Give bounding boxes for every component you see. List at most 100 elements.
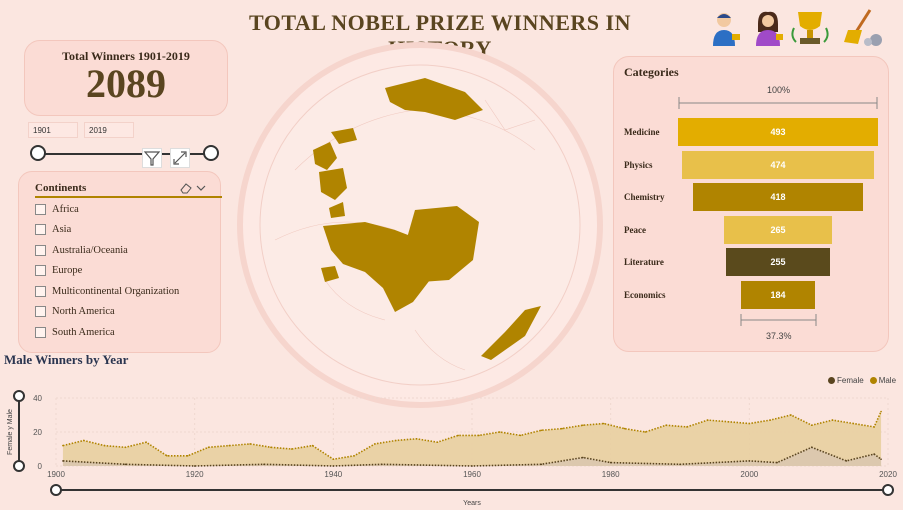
continent-item-africa[interactable]: Africa <box>35 200 79 218</box>
start-year-input[interactable]: 1901 <box>28 122 78 138</box>
continents-title: Continents <box>35 182 87 194</box>
x-range-slider-end-handle[interactable] <box>882 484 894 496</box>
category-bar-medicine[interactable]: 493 <box>678 118 878 146</box>
x-tick-label: 2020 <box>879 470 897 479</box>
japan-region[interactable] <box>481 306 541 360</box>
category-label-medicine: Medicine <box>624 127 660 137</box>
focus-mode-button[interactable] <box>170 148 190 168</box>
slicer-toolbar <box>180 183 206 194</box>
data-point-female <box>540 463 543 466</box>
filter-button[interactable] <box>142 148 162 168</box>
eastern-europe-region[interactable] <box>329 202 345 218</box>
russia-region[interactable] <box>385 78 483 120</box>
data-point-male <box>103 444 106 447</box>
africa-region[interactable] <box>321 266 339 282</box>
data-point-male <box>415 438 418 440</box>
scandinavia-region[interactable] <box>313 142 337 170</box>
continent-label: South America <box>52 326 115 338</box>
category-label-economics: Economics <box>624 289 666 300</box>
categories-title: Categories <box>624 65 679 79</box>
y-range-slider-bottom-handle[interactable] <box>13 460 25 472</box>
data-point-male <box>873 426 875 428</box>
data-point-male <box>249 443 251 445</box>
data-point-male <box>332 458 335 460</box>
data-point-male <box>852 422 855 425</box>
data-point-male <box>124 446 127 449</box>
data-point-male <box>519 434 522 437</box>
checkbox[interactable] <box>35 244 46 256</box>
data-point-male <box>769 419 771 421</box>
data-point-male <box>748 422 751 425</box>
legend-female[interactable]: Female <box>828 376 864 385</box>
y-tick-label: 20 <box>33 428 42 437</box>
funnel-bottom-percent: 37.3% <box>766 331 792 341</box>
data-point-female <box>873 453 875 455</box>
x-range-slider-start-handle[interactable] <box>50 484 62 496</box>
year-range-slider-track[interactable] <box>38 153 213 155</box>
data-point-male <box>62 444 64 447</box>
continent-item-australia-oceania[interactable]: Australia/Oceania <box>35 241 128 259</box>
data-point-female <box>880 458 882 460</box>
x-tick-label: 1900 <box>47 470 65 479</box>
data-point-male <box>207 446 210 449</box>
south-asia-middle-east-region[interactable] <box>323 222 433 312</box>
checkbox[interactable] <box>35 223 46 235</box>
data-point-male <box>561 427 563 430</box>
x-tick-label: 1960 <box>463 470 481 479</box>
winners-line-chart[interactable]: 0 20 40 1900 1920 1940 1960 1980 2000 2020 Female … <box>0 386 903 510</box>
y-range-slider-top-handle[interactable] <box>13 390 25 402</box>
legend-male[interactable]: Male <box>869 376 897 385</box>
china-region[interactable] <box>403 206 479 282</box>
data-point-female <box>263 463 265 466</box>
legend-male-label: Male <box>878 376 897 385</box>
data-point-male <box>82 439 85 442</box>
globe-map[interactable] <box>235 40 605 410</box>
continent-item-multicontinental[interactable]: Multicontinental Organization <box>35 282 179 300</box>
checkbox[interactable] <box>35 285 46 297</box>
data-point-female <box>845 460 848 462</box>
data-point-female <box>810 446 813 449</box>
data-point-male <box>623 427 626 430</box>
data-point-male <box>790 414 792 416</box>
highlighted-countries[interactable] <box>313 78 541 360</box>
funnel-top-bracket <box>678 97 878 109</box>
nordic-region[interactable] <box>331 128 357 144</box>
data-point-male <box>831 419 834 421</box>
central-europe-region[interactable] <box>319 168 347 200</box>
categories-card: Categories 100% Medicine 493 Physics 474 Che… <box>613 56 889 352</box>
data-point-female <box>332 465 335 467</box>
data-point-male <box>186 455 189 457</box>
x-axis-label: Years <box>463 500 481 507</box>
data-point-male <box>270 446 272 449</box>
data-point-male <box>810 424 813 426</box>
eraser-icon[interactable] <box>180 183 192 194</box>
data-point-female <box>748 460 751 462</box>
category-bar-chemistry[interactable]: 418 <box>693 183 863 211</box>
checkbox[interactable] <box>35 264 46 276</box>
checkbox[interactable] <box>35 326 46 338</box>
category-bar-literature[interactable]: 255 <box>726 248 830 276</box>
data-point-female <box>776 461 778 464</box>
checkbox[interactable] <box>35 305 46 317</box>
continent-item-europe[interactable]: Europe <box>35 261 82 279</box>
data-point-male <box>311 444 314 447</box>
continent-item-south-america[interactable]: South America <box>35 323 115 341</box>
x-tick-label: 2000 <box>740 470 758 479</box>
funnel-top-percent: 100% <box>767 85 791 95</box>
year-range-end-handle[interactable] <box>203 145 219 161</box>
end-year-input[interactable]: 2019 <box>84 122 134 138</box>
data-point-male <box>478 434 480 437</box>
category-bar-physics[interactable]: 474 <box>681 150 875 179</box>
category-bar-economics[interactable]: 184 <box>740 280 816 309</box>
continent-item-north-america[interactable]: North America <box>35 302 115 320</box>
series-area-male <box>62 411 882 466</box>
year-range-start-handle[interactable] <box>30 145 46 161</box>
chevron-down-icon[interactable] <box>196 185 206 191</box>
category-bar-peace[interactable]: 265 <box>724 215 832 244</box>
checkbox[interactable] <box>35 203 46 215</box>
data-point-female <box>124 463 127 466</box>
continent-item-asia[interactable]: Asia <box>35 220 71 238</box>
data-point-male <box>880 410 882 413</box>
data-point-female <box>381 463 383 466</box>
data-point-male <box>706 419 709 421</box>
